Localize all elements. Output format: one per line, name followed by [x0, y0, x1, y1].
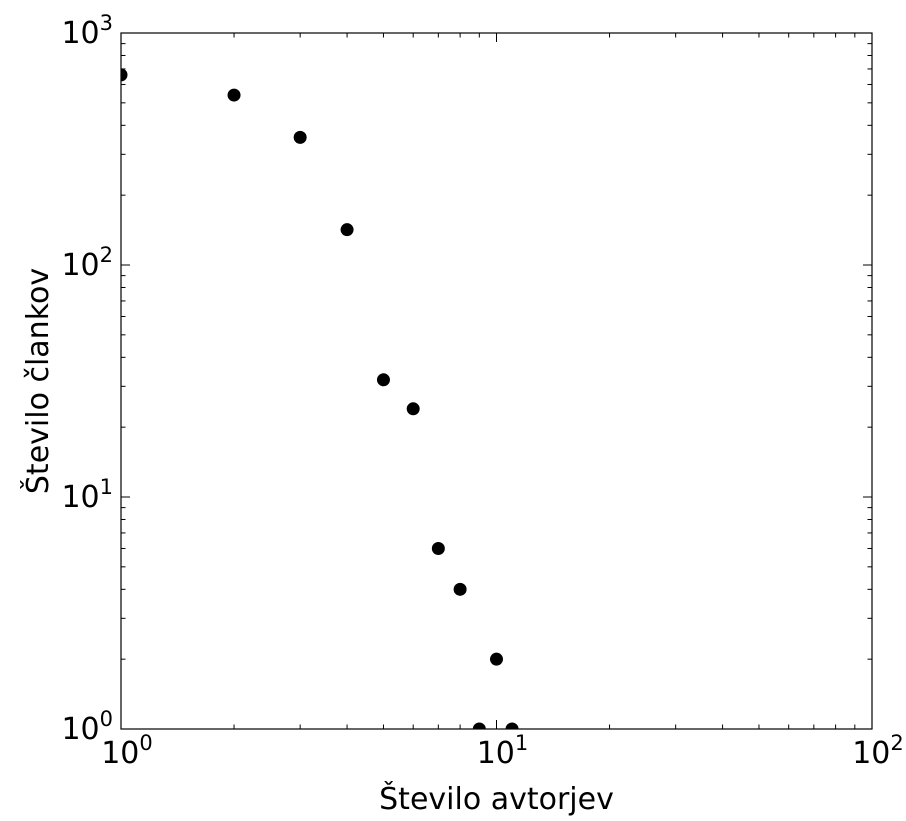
plot-frame [120, 32, 873, 730]
data-points [121, 68, 519, 729]
y-tick-label: 102 [61, 243, 113, 283]
data-point [453, 582, 467, 596]
data-point [490, 652, 503, 666]
y-axis-label: Število člankov [19, 268, 56, 494]
data-point [472, 722, 486, 729]
axis-ticks [120, 32, 873, 730]
x-tick-label: 101 [477, 731, 529, 771]
data-point [431, 541, 445, 555]
x-tick-label: 100 [101, 731, 153, 771]
tick-labels: 100 101 102 100 101 102 103 [61, 11, 903, 771]
x-axis-label: Število avtorjev [379, 780, 614, 817]
data-point [505, 722, 519, 729]
y-tick-label: 101 [61, 475, 113, 515]
y-tick-label: 100 [61, 707, 113, 747]
x-tick-label: 102 [852, 731, 904, 771]
data-point [293, 130, 307, 144]
y-tick-label: 103 [61, 11, 113, 51]
data-point [121, 68, 128, 82]
data-point [227, 88, 241, 102]
data-point [376, 373, 390, 387]
data-point [340, 223, 354, 237]
data-point [406, 402, 420, 416]
